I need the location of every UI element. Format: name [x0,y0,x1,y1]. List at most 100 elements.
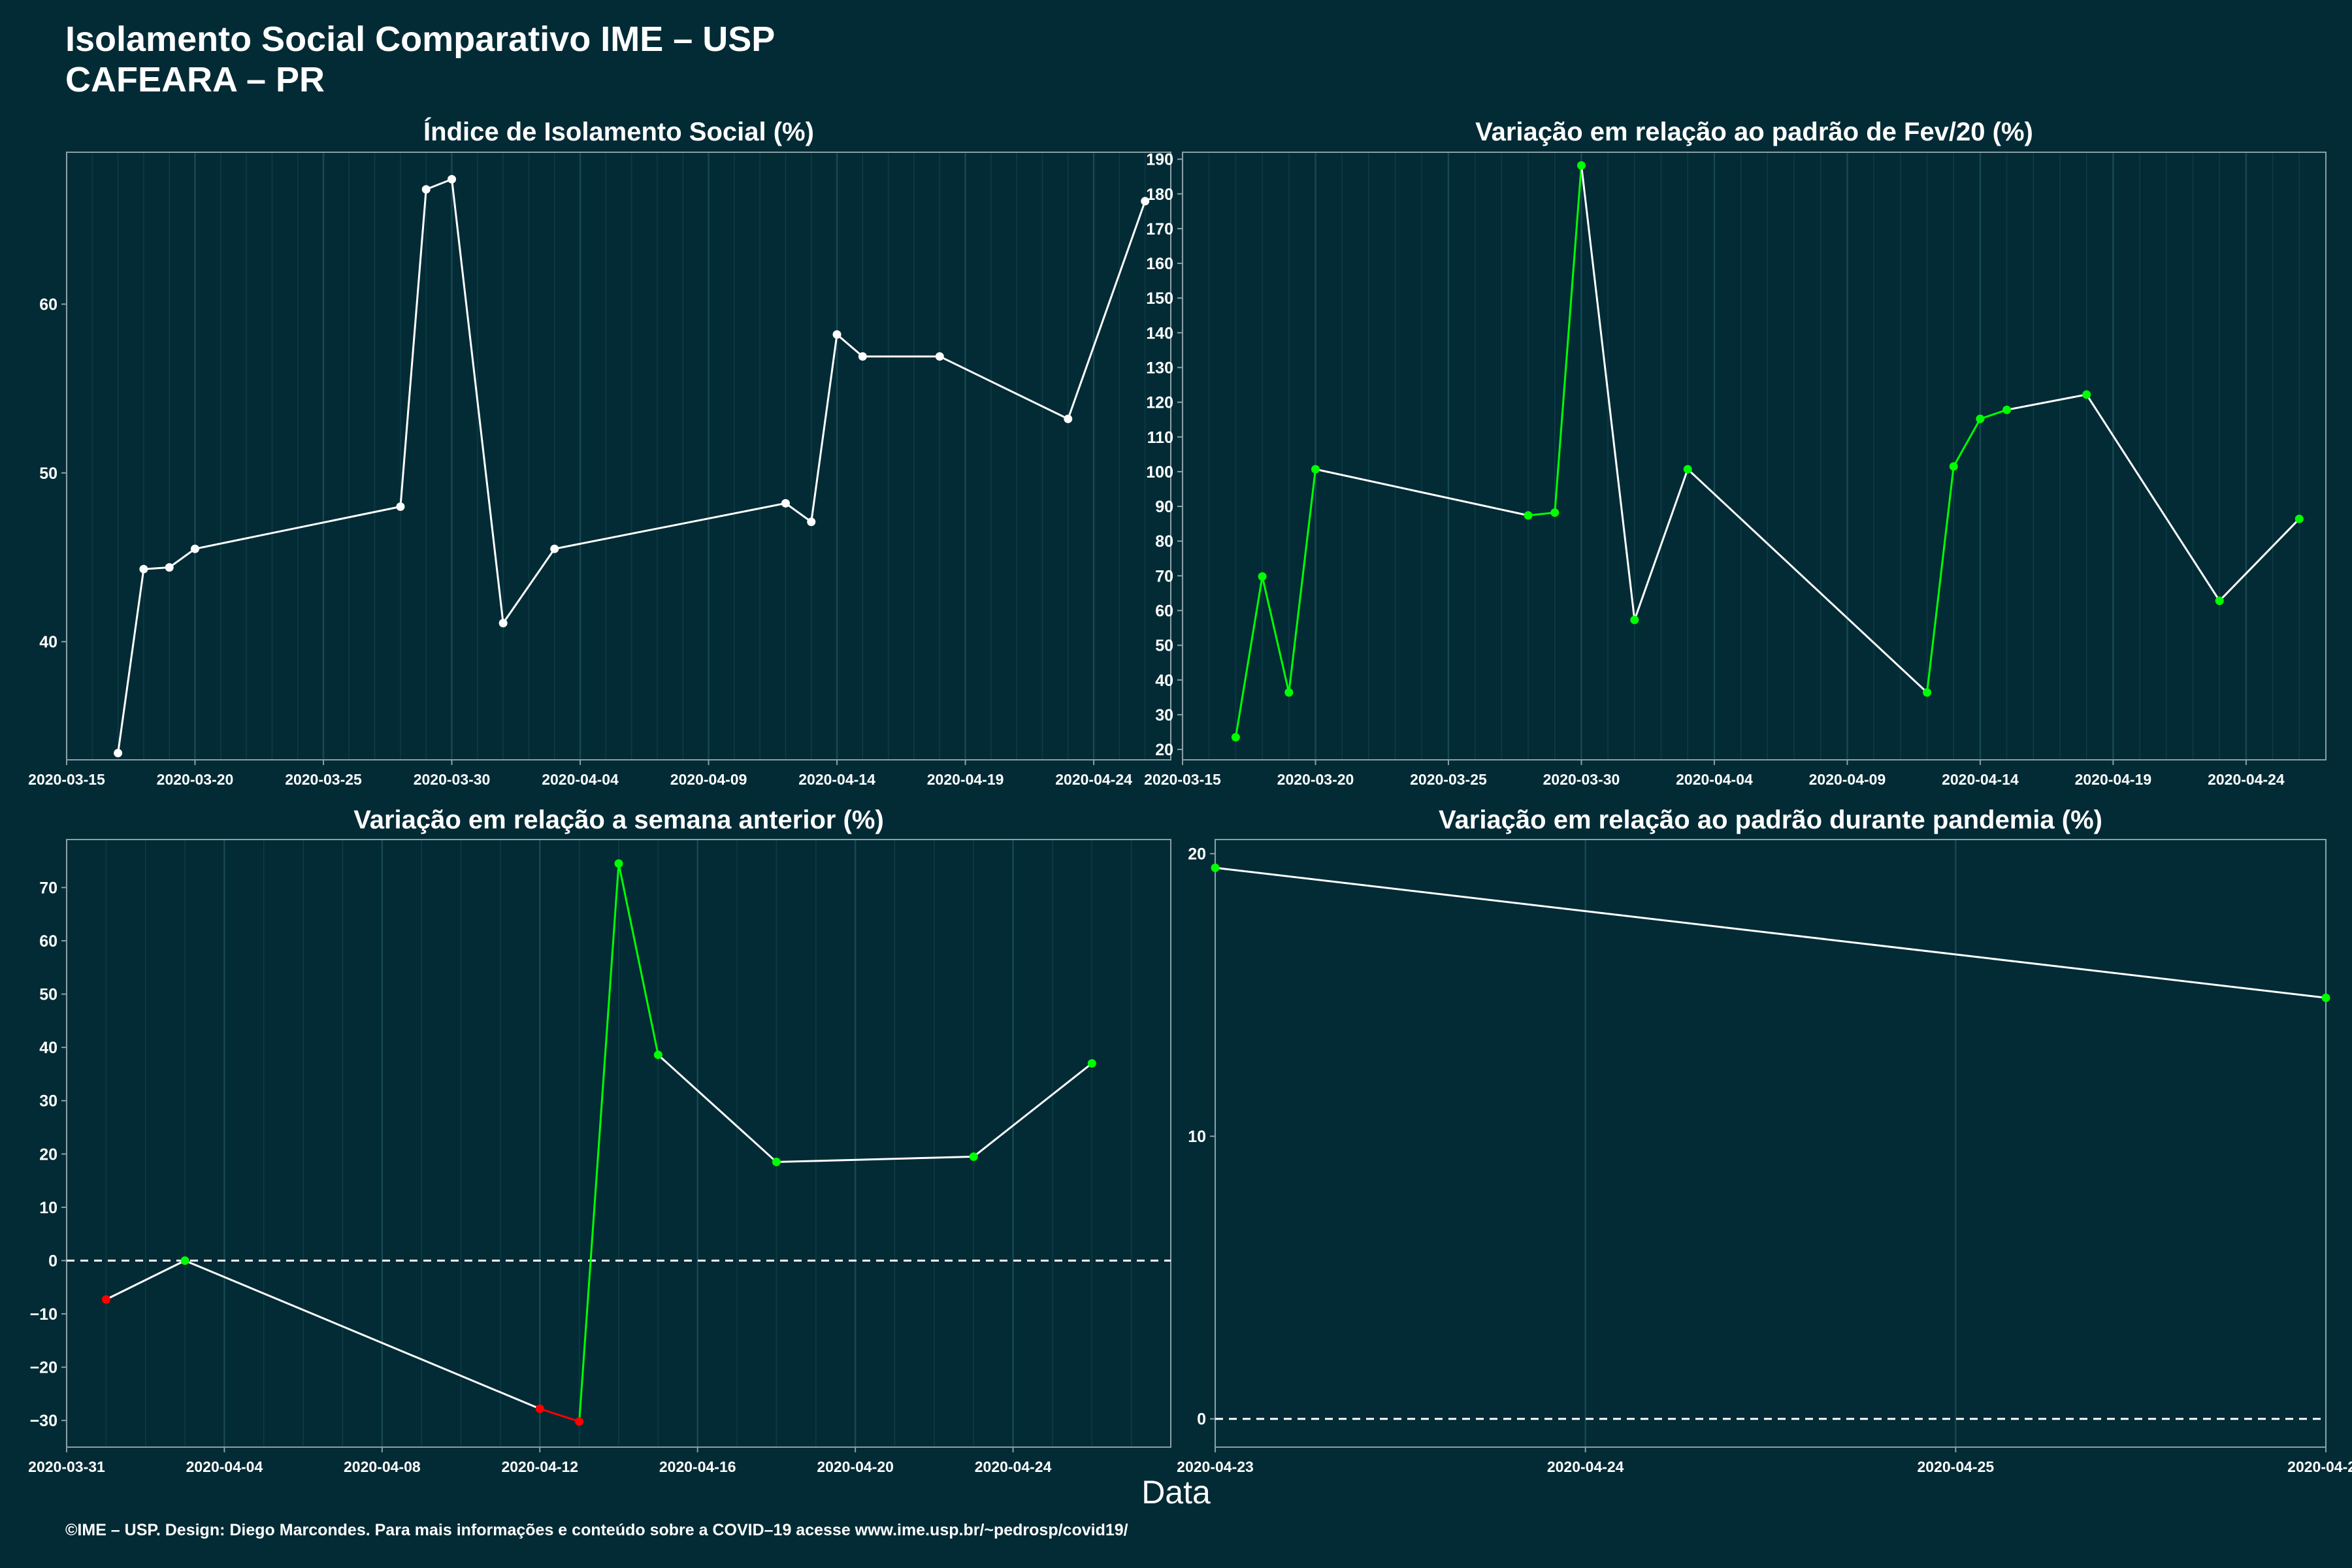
data-point [1141,197,1150,206]
chart-panel-2: Variação em relação ao padrão de Fev/20 … [1144,118,2327,788]
panel-border [1182,152,2327,760]
data-point [550,544,559,553]
series-line-segment [2085,394,2221,602]
series-line-segment [554,502,786,550]
series-line-segment [939,355,1069,420]
x-tick-label: 2020-04-04 [1676,771,1753,788]
data-point [614,859,623,868]
x-tick-label: 2020-04-24 [1547,1458,1624,1475]
data-point [498,619,508,628]
x-tick-label: 2020-04-20 [817,1458,894,1475]
data-point [1524,511,1533,520]
series-line-segment [776,1155,974,1164]
y-tick-label: 180 [1146,186,1173,204]
y-tick-label: 10 [1188,1128,1206,1146]
x-tick-label: 2020-03-30 [414,771,491,788]
x-tick-label: 2020-04-14 [1942,771,2019,788]
series-line-segment [1261,576,1290,693]
data-point [781,498,790,508]
data-point [1550,508,1560,517]
footer-caption: ©IME – USP. Design: Diego Marcondes. Par… [65,1521,1128,1539]
series-line-segment [578,863,620,1422]
series-line-segment [1288,469,1316,693]
data-point [1683,465,1692,474]
data-point [2082,390,2091,399]
series-line-segment [195,506,401,550]
series-line-segment [425,178,453,191]
x-tick-label: 2020-03-20 [1277,771,1354,788]
series-line-segment [143,566,170,570]
data-point [421,185,431,194]
data-point [2002,405,2012,414]
x-tick-label: 2020-04-04 [542,771,619,788]
data-point [858,352,867,361]
series-line-segment [169,547,196,568]
x-tick-label: 2020-04-04 [186,1458,263,1475]
data-point [807,517,816,527]
y-tick-label: 50 [39,986,57,1004]
panel-title: Variação em relação ao padrão durante pa… [1439,806,2102,834]
data-point [2215,596,2224,606]
series-line-segment [2219,518,2300,602]
series-line-segment [1315,468,1529,517]
x-tick-label: 2020-03-30 [1543,771,1620,788]
series-line-segment [785,502,812,523]
x-tick-label: 2020-03-25 [285,771,362,788]
y-tick-label: 150 [1146,289,1173,308]
panel-border [66,152,1171,760]
y-tick-label: −30 [30,1412,57,1430]
data-point [969,1152,978,1161]
series-line-segment [184,1260,540,1410]
data-point [1284,688,1294,697]
x-tick-label: 2020-04-24 [2208,771,2285,788]
y-tick-label: 90 [1155,498,1173,516]
data-point [1211,863,1220,872]
series-line-segment [1580,165,1636,621]
data-point [165,563,174,572]
data-point [1630,615,1639,625]
x-tick-label: 2020-04-12 [501,1458,578,1475]
data-point [101,1295,110,1304]
y-tick-label: 100 [1146,463,1173,482]
series-line-segment [973,1062,1093,1158]
data-point [935,352,944,361]
series-line-segment [1554,165,1582,513]
panel-title: Índice de Isolamento Social (%) [423,117,814,146]
data-point [653,1051,662,1060]
y-tick-label: 50 [39,465,57,483]
y-tick-label: 110 [1147,429,1173,447]
data-point [1231,732,1240,742]
data-point [1576,161,1586,170]
panel-title: Variação em relação ao padrão de Fev/20 … [1475,118,2033,146]
y-tick-label: 120 [1146,394,1173,412]
data-point [1087,1059,1096,1068]
y-tick-label: 20 [1188,845,1206,864]
x-tick-label: 2020-04-24 [975,1458,1052,1475]
y-tick-label: 140 [1146,324,1173,342]
data-point [2321,993,2330,1002]
data-point [832,330,841,339]
series-line-segment [399,189,427,507]
data-point [396,502,405,511]
chart-subtitle: CAFEARA – PR [65,60,325,99]
x-tick-label: 2020-03-25 [1410,771,1487,788]
series-line-segment [657,1054,777,1163]
x-tick-label: 2020-04-16 [659,1458,736,1475]
y-tick-label: 0 [48,1252,57,1270]
y-tick-label: 170 [1146,220,1173,238]
y-tick-label: 60 [39,932,57,951]
data-point [1976,414,1985,423]
data-point [1949,462,1958,471]
series-line-segment [539,1407,580,1423]
x-tick-label: 2020-03-15 [1144,771,1221,788]
y-tick-label: 30 [39,1092,57,1111]
chart-panel-4: Variação em relação ao padrão durante pa… [1177,806,2352,1475]
y-tick-label: 70 [1155,567,1173,585]
series-line-segment [617,863,659,1055]
y-tick-label: 160 [1146,255,1173,273]
y-tick-label: 40 [1155,672,1173,690]
y-tick-label: 80 [1155,532,1173,551]
series-line-segment [2006,393,2087,411]
chart-panel-3: Variação em relação a semana anterior (%… [28,806,1171,1475]
